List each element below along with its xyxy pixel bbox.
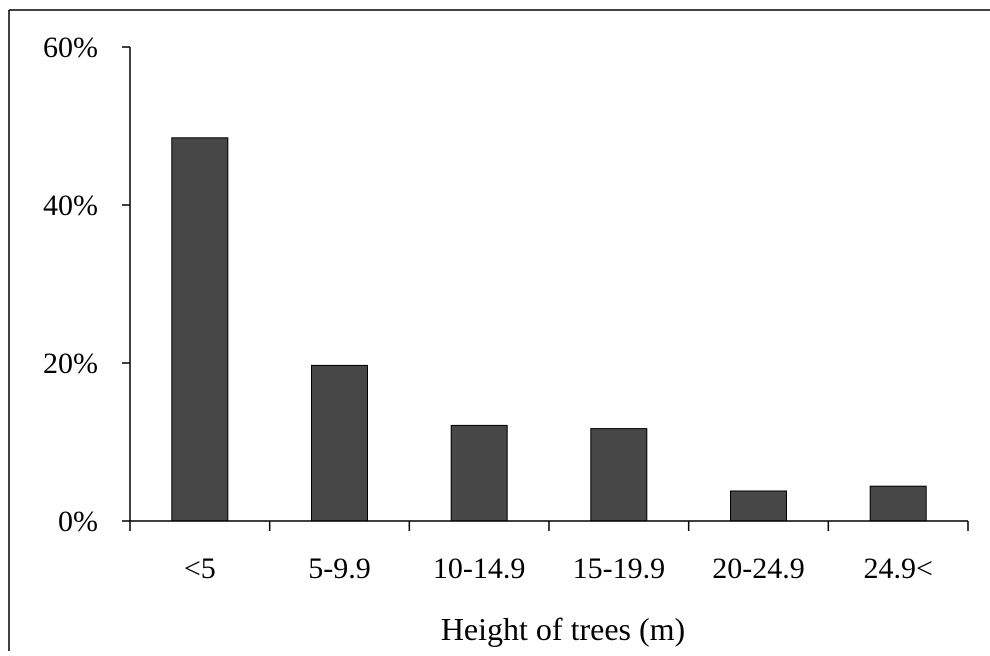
bar	[450, 424, 508, 522]
y-tick-label: 0%	[58, 505, 98, 538]
bar	[171, 137, 229, 522]
x-axis-title: Height of trees (m)	[441, 611, 685, 647]
x-category-label: 20-24.9	[712, 552, 805, 585]
x-category-label: 5-9.9	[308, 552, 371, 585]
x-category-label: <5	[184, 552, 216, 585]
y-tick-label: 40%	[43, 189, 98, 222]
bar	[311, 364, 368, 522]
y-ticks-group: 0% 20% 40% 60%	[43, 31, 130, 538]
bars-group	[171, 137, 927, 522]
x-category-label: 15-19.9	[573, 552, 666, 585]
bar	[730, 490, 787, 522]
x-ticks-group: <5 5-9.9 10-14.9 15-19.9 20-24.9 24.9<	[129, 521, 969, 585]
x-category-label: 10-14.9	[433, 552, 526, 585]
y-tick-label: 60%	[43, 31, 98, 64]
bar	[869, 485, 927, 522]
x-category-label: 24.9<	[863, 552, 932, 585]
y-tick-label: 20%	[43, 347, 98, 380]
bar	[590, 428, 648, 522]
